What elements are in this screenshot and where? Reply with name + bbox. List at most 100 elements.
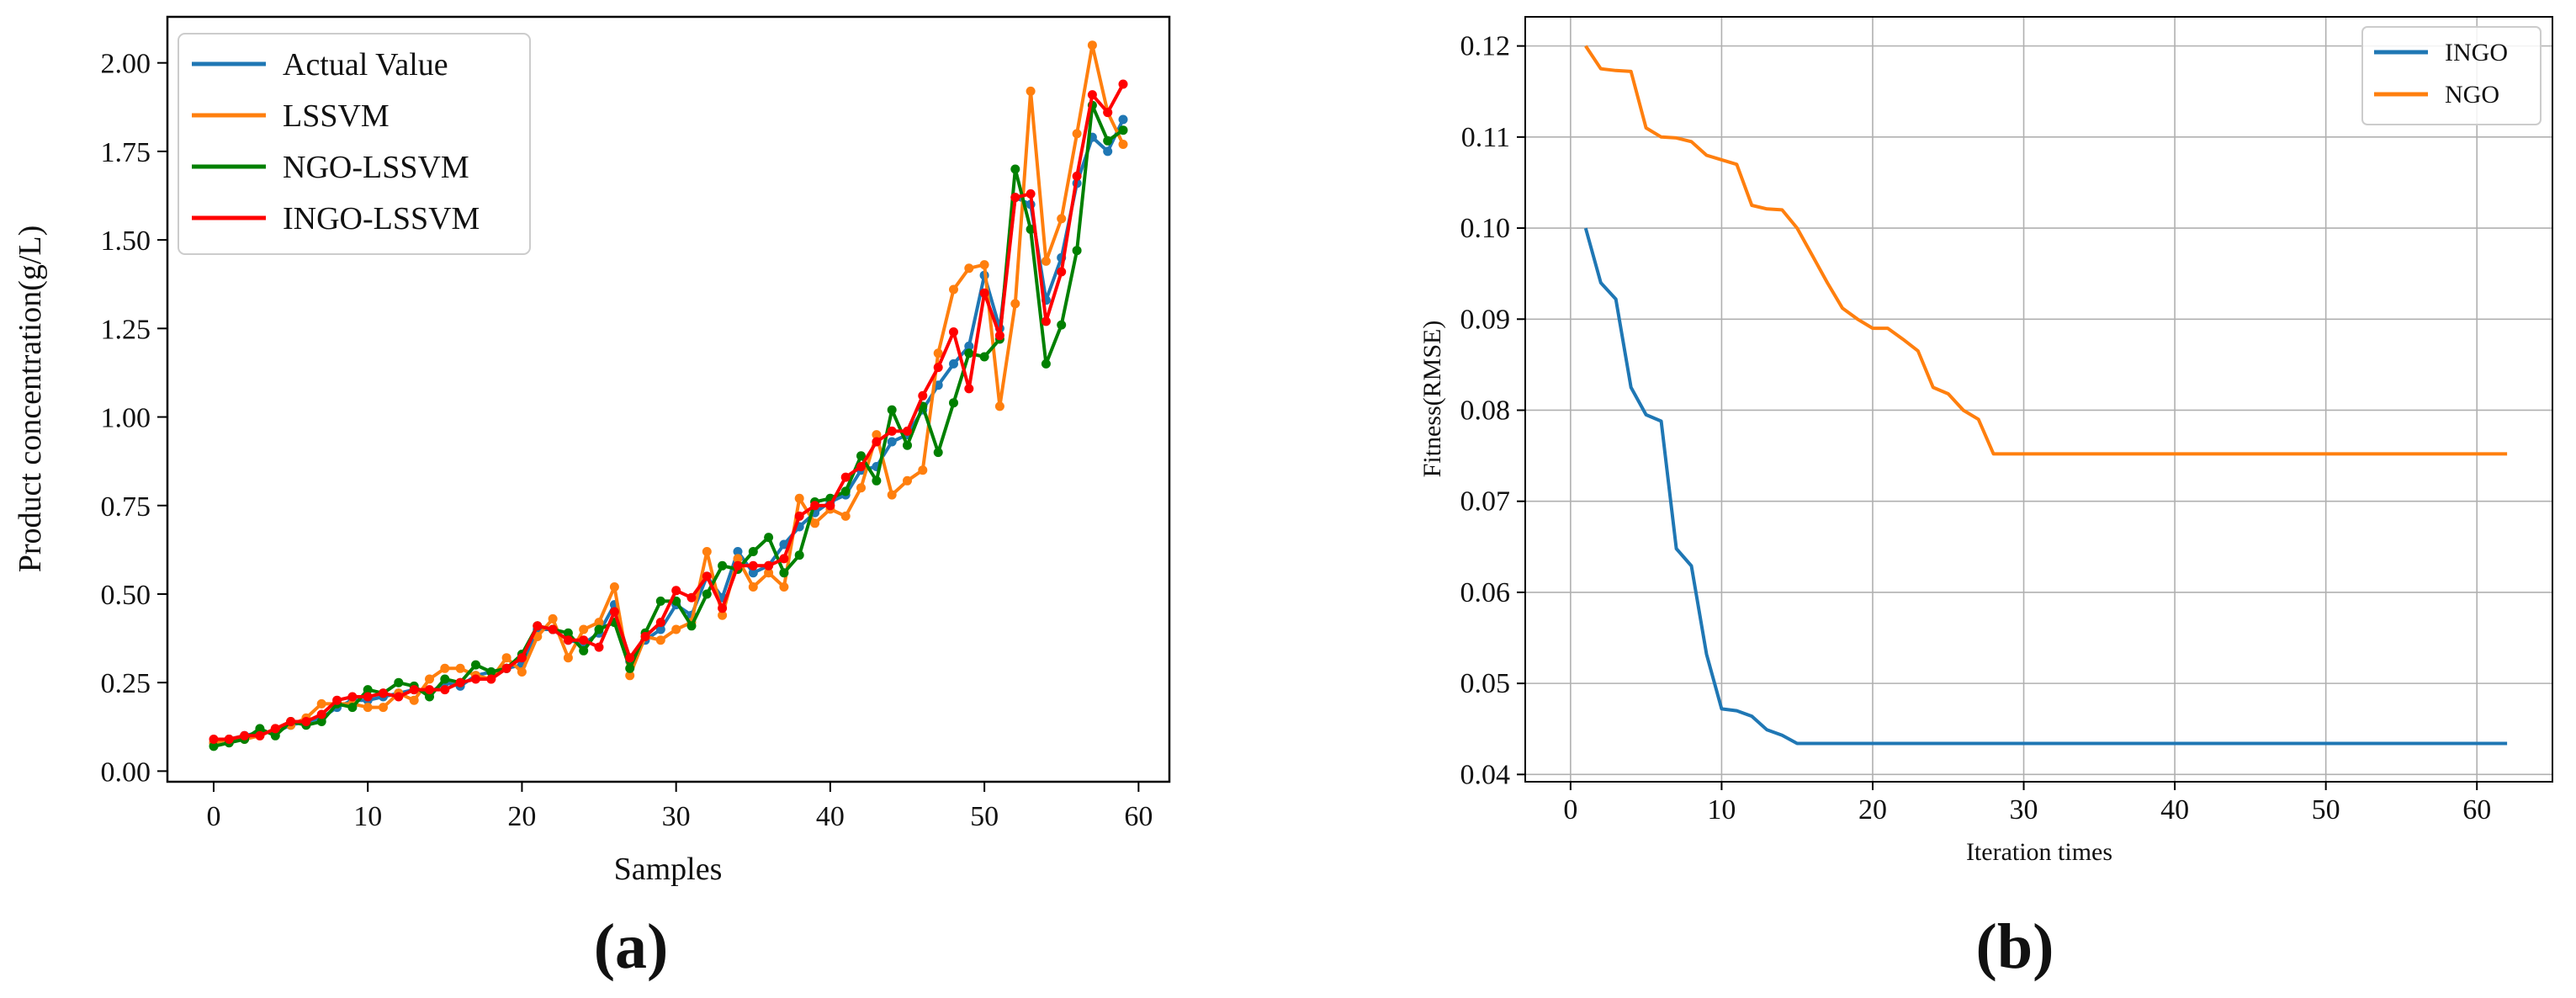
x-tick-label: 0 (206, 801, 220, 832)
data-point (903, 475, 912, 486)
data-point (733, 560, 743, 571)
y-tick-label: 0.00 (101, 756, 151, 788)
y-tick-label: 2.00 (101, 49, 151, 80)
data-point (240, 730, 250, 741)
data-point (625, 671, 635, 681)
data-point (1026, 188, 1036, 199)
data-point (563, 628, 573, 638)
data-point (994, 401, 1004, 411)
y-tick-label: 0.04 (1460, 759, 1511, 790)
x-tick-label: 30 (662, 801, 691, 832)
data-point (671, 624, 681, 634)
data-point (794, 493, 804, 503)
data-point (779, 582, 789, 592)
data-point (594, 618, 604, 628)
data-point (655, 618, 665, 628)
data-point (1041, 256, 1051, 266)
data-point (718, 610, 728, 620)
chart-a-legend-box (178, 33, 531, 255)
data-point (209, 735, 219, 744)
data-point (270, 730, 280, 741)
data-point (517, 653, 527, 663)
data-point (548, 613, 558, 624)
chart-b-legend: INGO NGO (2361, 26, 2542, 125)
y-tick-label: 0.12 (1460, 31, 1511, 62)
x-tick-label: 40 (816, 801, 845, 832)
data-point (1072, 171, 1082, 181)
data-point (748, 560, 758, 571)
data-point (425, 685, 434, 695)
x-tick-label: 0 (1563, 794, 1577, 825)
data-point (471, 674, 480, 684)
x-tick-label: 60 (1124, 801, 1153, 832)
data-point (455, 663, 465, 673)
data-point (718, 603, 728, 613)
data-point (316, 698, 326, 709)
data-point (501, 663, 511, 673)
data-point (840, 486, 851, 496)
data-point (702, 589, 712, 599)
data-point (594, 642, 604, 652)
y-tick-label: 0.11 (1461, 122, 1510, 153)
data-point (748, 582, 758, 592)
data-point (1057, 320, 1067, 330)
chart-b: 0 10 20 30 40 50 60 0.04 0.05 0.06 0.07 0.08 0.09 0.1… (1418, 16, 2553, 982)
data-point (301, 717, 311, 726)
data-point (794, 550, 804, 560)
y-tick-label: 0.05 (1460, 668, 1511, 699)
data-point (394, 677, 404, 687)
data-point (1041, 316, 1051, 326)
y-tick-label: 1.50 (101, 226, 151, 257)
y-tick-label: 0.10 (1460, 213, 1511, 244)
chart-a-ylabel: Product concentration(g/L) (13, 226, 48, 573)
data-point (856, 462, 866, 471)
chart-a: 0 10 20 30 40 50 60 0.00 0.25 0.50 0.75 1.00 1.25 1.5… (13, 15, 1171, 982)
chart-a-xlabel: Samples (614, 852, 723, 887)
data-point (286, 717, 296, 726)
data-point (440, 685, 450, 695)
data-point (748, 568, 758, 578)
data-point (810, 518, 820, 528)
chart-b-xlabel: Iteration times (1966, 838, 2112, 866)
data-point (655, 596, 665, 606)
data-point (964, 384, 974, 394)
data-point (764, 533, 774, 543)
chart-b-ylabel: Fitness(RMSE) (1418, 321, 1446, 478)
data-point (733, 547, 743, 556)
data-point (1118, 125, 1128, 135)
data-point (887, 490, 897, 500)
data-point (764, 568, 774, 578)
x-tick-label: 40 (2160, 794, 2189, 825)
data-point (409, 685, 419, 695)
data-point (455, 677, 465, 687)
data-point (1118, 140, 1128, 149)
data-point (1010, 299, 1020, 309)
data-point (533, 621, 543, 631)
data-point (702, 571, 712, 581)
data-point (748, 547, 758, 556)
y-tick-label: 0.25 (101, 668, 151, 699)
chart-a-legend: Actual Value LSSVM NGO-LSSVM INGO-LSSVM (178, 33, 531, 255)
data-point (347, 692, 358, 702)
data-point (918, 465, 928, 475)
data-point (579, 624, 589, 634)
data-point (270, 724, 280, 734)
x-tick-label: 10 (353, 801, 382, 832)
data-point (255, 730, 265, 741)
legend-label: NGO (2445, 81, 2499, 109)
data-point (840, 511, 851, 521)
data-point (764, 560, 774, 571)
data-point (686, 592, 697, 603)
data-point (825, 501, 835, 511)
series-line-ngo (1584, 45, 2508, 456)
series-line-ingo (1583, 227, 2508, 746)
data-point (625, 653, 635, 663)
x-tick-label: 20 (1858, 794, 1887, 825)
data-point (1072, 129, 1082, 139)
legend-label: INGO (2445, 39, 2508, 66)
data-point (655, 635, 665, 645)
data-point (671, 586, 681, 596)
data-point (409, 695, 419, 705)
y-tick-label: 0.09 (1460, 304, 1511, 335)
